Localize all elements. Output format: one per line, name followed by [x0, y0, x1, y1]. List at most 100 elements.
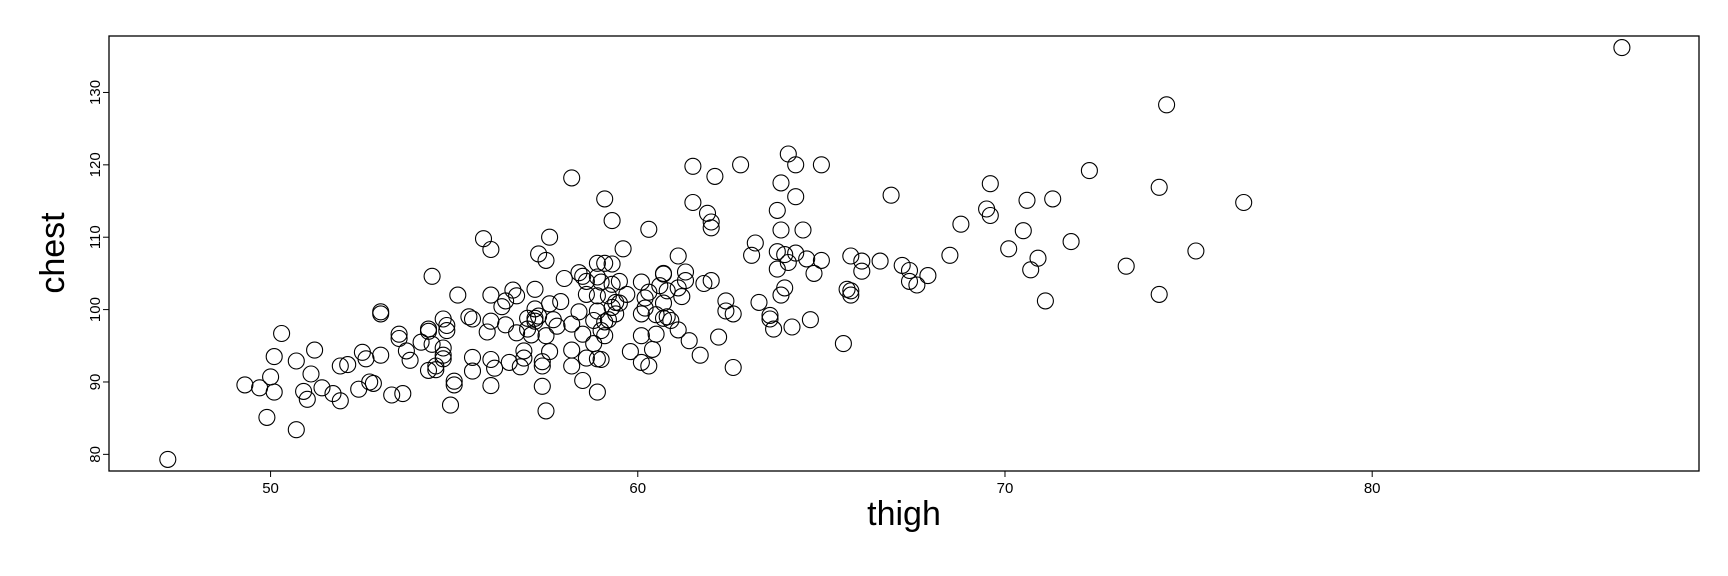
data-point [1018, 191, 1036, 209]
data-point [262, 368, 280, 386]
y-tick-label: 120 [87, 152, 104, 177]
data-point [647, 325, 665, 343]
data-point [350, 380, 368, 398]
data-point [438, 316, 456, 335]
data-point [768, 243, 786, 261]
data-point [372, 305, 390, 323]
y-tick-label: 130 [87, 80, 104, 105]
y-tick-label: 90 [87, 374, 104, 391]
data-point [482, 377, 500, 395]
data-point [552, 293, 570, 311]
data-point [508, 287, 526, 305]
data-point [776, 279, 794, 297]
data-point [596, 327, 614, 345]
data-point [632, 305, 650, 323]
data-point [563, 341, 581, 359]
data-point [372, 346, 390, 364]
data-point [1036, 292, 1054, 310]
data-point [614, 240, 632, 258]
data-point [588, 287, 606, 305]
data-point [1117, 257, 1135, 275]
data-point [463, 348, 482, 366]
data-point [772, 174, 790, 192]
data-point [1235, 193, 1253, 212]
data-point [486, 359, 504, 377]
data-point [482, 240, 500, 259]
data-point [640, 283, 658, 301]
data-point [500, 353, 518, 371]
data-point [684, 157, 702, 175]
data-point [669, 279, 687, 297]
data-point [812, 251, 830, 269]
data-point [273, 324, 291, 343]
data-point [541, 295, 559, 313]
data-point [610, 294, 628, 312]
data-point [596, 254, 614, 272]
data-point [258, 408, 276, 426]
data-point [548, 317, 566, 335]
data-point [798, 250, 816, 268]
data-point [669, 321, 687, 339]
data-point [603, 212, 621, 230]
data-point [526, 280, 544, 298]
data-point [596, 190, 614, 208]
data-point [842, 282, 860, 300]
data-point [1150, 178, 1168, 196]
data-point [434, 350, 452, 368]
data-point [691, 346, 709, 364]
data-point [331, 357, 349, 375]
data-point [570, 303, 588, 321]
data-point [423, 267, 441, 285]
x-tick-label: 80 [1364, 480, 1381, 497]
data-point [632, 353, 650, 371]
data-point [684, 193, 702, 212]
data-point [610, 272, 628, 290]
data-point [511, 358, 529, 376]
data-point [695, 274, 713, 293]
data-point [636, 299, 654, 317]
data-point [882, 186, 900, 204]
y-axis-title: chest [34, 212, 72, 294]
data-point [555, 269, 573, 288]
data-point [287, 421, 305, 439]
y-tick-label: 100 [87, 297, 104, 322]
data-point [842, 247, 860, 265]
data-point [732, 156, 750, 174]
data-point [618, 285, 636, 303]
data-point [541, 343, 559, 361]
data-point [533, 357, 551, 375]
data-point [1080, 162, 1098, 180]
data-point [588, 350, 606, 368]
data-point [658, 282, 676, 300]
data-point [706, 167, 724, 185]
y-tick-label: 110 [87, 225, 104, 249]
data-point [787, 156, 805, 174]
data-point [508, 324, 526, 342]
x-axis-title: thigh [867, 495, 941, 533]
data-point [423, 335, 441, 353]
data-point [588, 383, 606, 401]
data-point [765, 320, 783, 338]
data-point [390, 329, 408, 348]
data-point [702, 213, 720, 231]
data-point [394, 385, 412, 403]
data-point [563, 169, 581, 187]
data-point [621, 343, 639, 361]
data-point [497, 292, 515, 310]
data-point [710, 328, 728, 346]
data-point [302, 365, 320, 383]
data-point [331, 392, 349, 410]
data-point [592, 350, 610, 369]
data-point [717, 302, 735, 320]
data-point [298, 390, 316, 408]
data-point [787, 244, 805, 262]
data-point [390, 325, 408, 343]
data-point [445, 372, 463, 390]
data-point [698, 204, 717, 222]
data-point [427, 361, 445, 379]
data-point [776, 246, 794, 264]
data-point [434, 346, 452, 364]
data-point [474, 230, 493, 248]
data-point [772, 221, 790, 239]
data-point [919, 267, 937, 285]
